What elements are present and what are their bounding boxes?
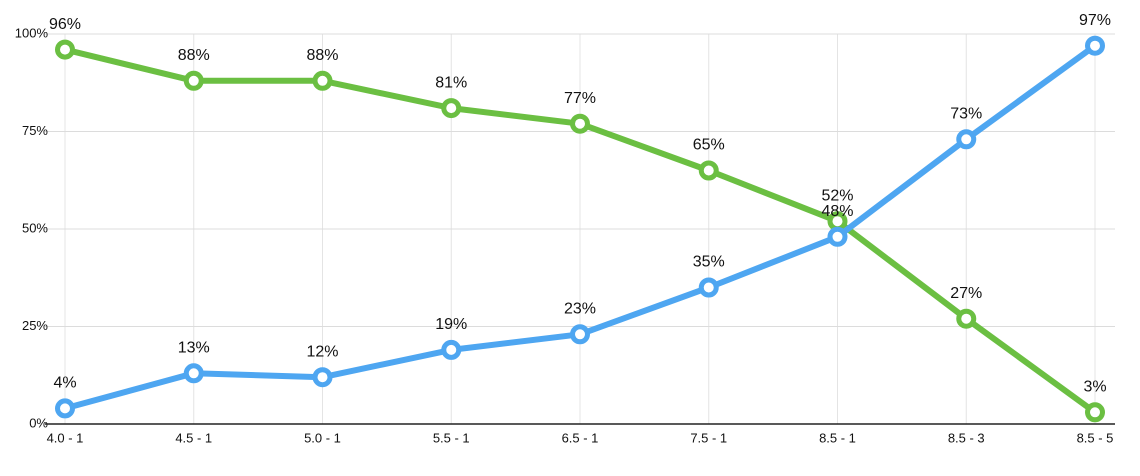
point <box>55 398 75 419</box>
data-label: 96% <box>49 16 81 33</box>
point <box>827 226 848 247</box>
data-label: 65% <box>693 137 725 154</box>
data-label: 97% <box>1079 12 1111 29</box>
data-label: 19% <box>435 316 467 333</box>
point <box>570 324 590 345</box>
data-label: 88% <box>306 47 338 64</box>
data-label: 4% <box>53 375 76 392</box>
point <box>698 277 719 298</box>
point <box>441 339 462 360</box>
point <box>183 363 204 384</box>
point <box>1085 402 1105 423</box>
point <box>312 367 333 388</box>
point <box>183 70 204 91</box>
point <box>312 70 333 91</box>
data-label: 73% <box>950 106 982 123</box>
x-tick-label: 7.5 - 1 <box>690 430 727 445</box>
x-tick-label: 5.0 - 1 <box>304 430 341 445</box>
data-label: 35% <box>693 254 725 271</box>
data-label: 3% <box>1083 379 1106 396</box>
y-tick-label: 100% <box>15 25 49 40</box>
data-label: 52% <box>821 187 853 204</box>
data-label: 88% <box>178 47 210 64</box>
data-label: 12% <box>306 343 338 360</box>
data-label: 77% <box>564 90 596 107</box>
y-tick-label: 50% <box>22 220 48 235</box>
y-tick-label: 25% <box>22 318 48 333</box>
x-tick-label: 6.5 - 1 <box>562 430 599 445</box>
x-tick-label: 4.5 - 1 <box>175 430 212 445</box>
y-tick-label: 0% <box>29 415 48 430</box>
point <box>441 98 462 119</box>
point <box>55 39 75 60</box>
point <box>956 129 977 150</box>
data-label: 48% <box>821 203 853 220</box>
data-label: 27% <box>950 285 982 302</box>
x-tick-label: 8.5 - 1 <box>819 430 856 445</box>
data-label: 81% <box>435 74 467 91</box>
point <box>1085 35 1105 56</box>
x-tick-label: 4.0 - 1 <box>47 430 84 445</box>
x-tick-label: 8.5 - 3 <box>948 430 985 445</box>
x-tick-label: 8.5 - 5 <box>1077 430 1114 445</box>
point <box>570 113 590 134</box>
data-label: 23% <box>564 301 596 318</box>
point <box>956 308 977 329</box>
y-tick-label: 75% <box>22 123 48 138</box>
data-label: 13% <box>178 340 210 357</box>
point <box>698 160 719 181</box>
x-tick-label: 5.5 - 1 <box>433 430 470 445</box>
